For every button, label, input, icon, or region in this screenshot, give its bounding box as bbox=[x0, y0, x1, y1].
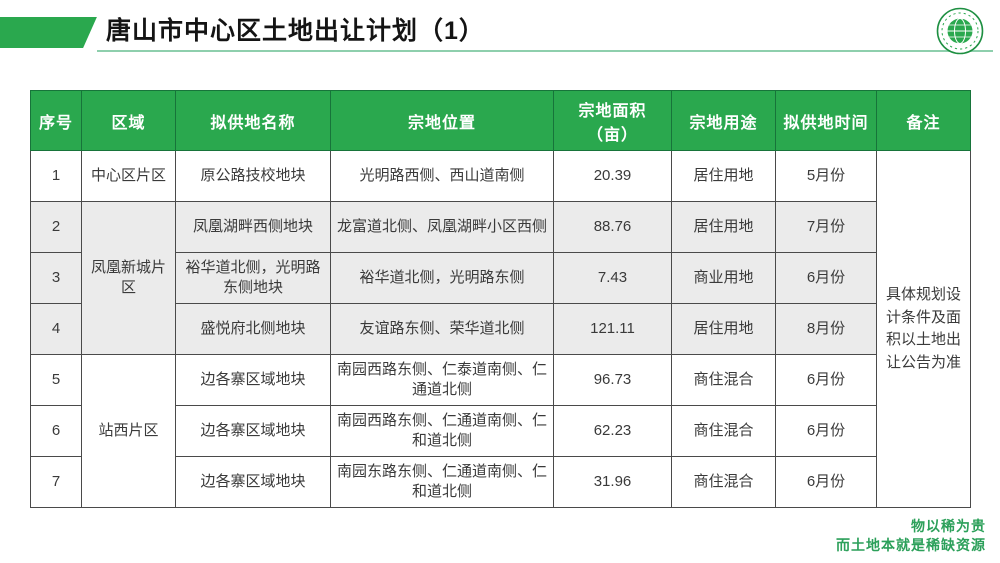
cell-name: 边各寨区域地块 bbox=[175, 405, 331, 457]
cell-name: 原公路技校地块 bbox=[175, 150, 331, 202]
table-row: 5 站西片区 边各寨区域地块 南园西路东侧、仁泰道南侧、仁通道北侧 96.73 … bbox=[30, 354, 971, 508]
cell-area: 62.23 bbox=[553, 405, 672, 457]
cell-time: 6月份 bbox=[775, 354, 877, 406]
cell-use: 商住混合 bbox=[671, 354, 776, 406]
land-resources-emblem-icon bbox=[936, 7, 984, 55]
title-underline bbox=[97, 50, 993, 52]
land-supply-plan-table: 序号 区域 拟供地名称 宗地位置 宗地面积（亩） 宗地用途 拟供地时间 备注 1… bbox=[30, 90, 971, 508]
cell-location: 南园东路东侧、仁通道南侧、仁和道北侧 bbox=[330, 456, 554, 508]
footer-slogan: 物以稀为贵 而土地本就是稀缺资源 bbox=[836, 517, 986, 555]
cell-remark: 具体规划设计条件及面积以土地出让公告为准 bbox=[876, 150, 971, 508]
cell-time: 8月份 bbox=[775, 303, 877, 355]
cell-use: 居住用地 bbox=[671, 150, 776, 202]
cell-area: 121.11 bbox=[553, 303, 672, 355]
col-header-time: 拟供地时间 bbox=[775, 90, 877, 151]
cell-name: 边各寨区域地块 bbox=[175, 456, 331, 508]
cell-no: 1 bbox=[30, 150, 82, 202]
cell-use: 商业用地 bbox=[671, 252, 776, 304]
cell-region-merged: 站西片区 bbox=[81, 354, 176, 508]
col-header-no: 序号 bbox=[30, 90, 82, 151]
cell-area: 88.76 bbox=[553, 201, 672, 253]
cell-name: 裕华道北侧，光明路东侧地块 bbox=[175, 252, 331, 304]
cell-area: 96.73 bbox=[553, 354, 672, 406]
cell-use: 居住用地 bbox=[671, 201, 776, 253]
table-row: 6 边各寨区域地块 南园西路东侧、仁通道南侧、仁和道北侧 62.23 商住混合 … bbox=[30, 405, 971, 457]
cell-no: 4 bbox=[30, 303, 82, 355]
cell-time: 6月份 bbox=[775, 456, 877, 508]
cell-no: 6 bbox=[30, 405, 82, 457]
cell-no: 5 bbox=[30, 354, 82, 406]
cell-time: 6月份 bbox=[775, 252, 877, 304]
cell-location: 光明路西侧、西山道南侧 bbox=[330, 150, 554, 202]
cell-time: 7月份 bbox=[775, 201, 877, 253]
cell-no: 2 bbox=[30, 201, 82, 253]
cell-region-merged: 凤凰新城片区 bbox=[81, 201, 176, 355]
cell-location: 南园西路东侧、仁通道南侧、仁和道北侧 bbox=[330, 405, 554, 457]
cell-area: 31.96 bbox=[553, 456, 672, 508]
table-row: 2 凤凰新城片区 凤凰湖畔西侧地块 龙富道北侧、凤凰湖畔小区西侧 88.76 居… bbox=[30, 201, 971, 355]
cell-name: 盛悦府北侧地块 bbox=[175, 303, 331, 355]
table-row: 7 边各寨区域地块 南园东路东侧、仁通道南侧、仁和道北侧 31.96 商住混合 … bbox=[30, 456, 971, 508]
footer-slogan-line2: 而土地本就是稀缺资源 bbox=[836, 537, 986, 554]
cell-use: 居住用地 bbox=[671, 303, 776, 355]
title-accent-parallelogram bbox=[0, 17, 97, 48]
col-header-area: 宗地面积（亩） bbox=[553, 90, 672, 151]
cell-region: 中心区片区 bbox=[81, 150, 176, 202]
cell-use: 商住混合 bbox=[671, 456, 776, 508]
cell-name: 边各寨区域地块 bbox=[175, 354, 331, 406]
cell-no: 7 bbox=[30, 456, 82, 508]
table-row: 3 裕华道北侧，光明路东侧地块 裕华道北侧，光明路东侧 7.43 商业用地 6月… bbox=[30, 252, 971, 304]
col-header-location: 宗地位置 bbox=[330, 90, 554, 151]
table-header-row: 序号 区域 拟供地名称 宗地位置 宗地面积（亩） 宗地用途 拟供地时间 备注 bbox=[30, 90, 971, 151]
cell-area: 7.43 bbox=[553, 252, 672, 304]
col-header-use: 宗地用途 bbox=[671, 90, 776, 151]
table-row: 4 盛悦府北侧地块 友谊路东侧、荣华道北侧 121.11 居住用地 8月份 bbox=[30, 303, 971, 355]
col-header-name: 拟供地名称 bbox=[175, 90, 331, 151]
cell-location: 友谊路东侧、荣华道北侧 bbox=[330, 303, 554, 355]
table-row: 1 中心区片区 原公路技校地块 光明路西侧、西山道南侧 20.39 居住用地 5… bbox=[30, 150, 971, 508]
cell-location: 裕华道北侧，光明路东侧 bbox=[330, 252, 554, 304]
cell-use: 商住混合 bbox=[671, 405, 776, 457]
cell-area: 20.39 bbox=[553, 150, 672, 202]
footer-slogan-line1: 物以稀为贵 bbox=[911, 518, 986, 535]
cell-location: 南园西路东侧、仁泰道南侧、仁通道北侧 bbox=[330, 354, 554, 406]
cell-no: 3 bbox=[30, 252, 82, 304]
cell-location: 龙富道北侧、凤凰湖畔小区西侧 bbox=[330, 201, 554, 253]
cell-time: 5月份 bbox=[775, 150, 877, 202]
col-header-remark: 备注 bbox=[876, 90, 971, 151]
cell-name: 凤凰湖畔西侧地块 bbox=[175, 201, 331, 253]
col-header-region: 区域 bbox=[81, 90, 176, 151]
cell-time: 6月份 bbox=[775, 405, 877, 457]
page-title: 唐山市中心区土地出让计划（1） bbox=[106, 17, 485, 45]
